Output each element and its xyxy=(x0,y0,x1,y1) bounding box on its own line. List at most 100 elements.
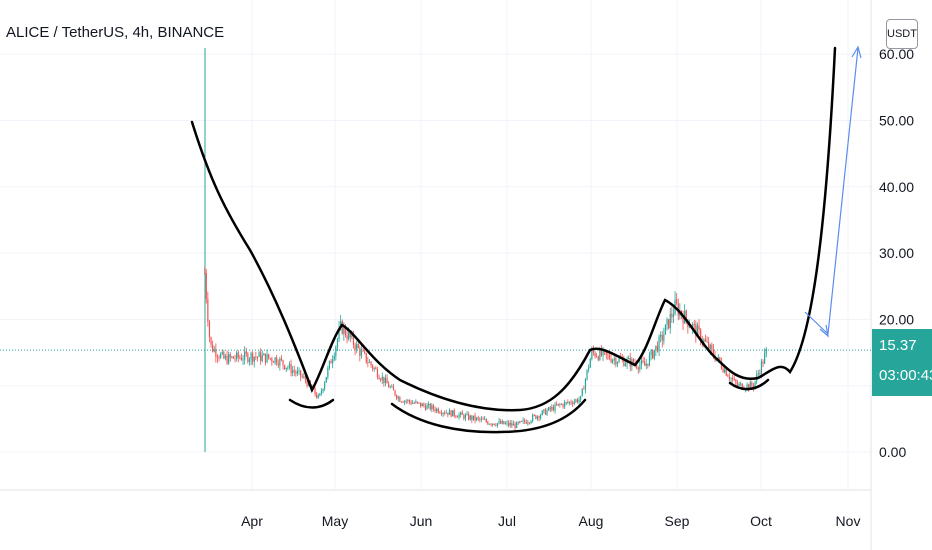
candle-body xyxy=(388,383,390,388)
candle-body xyxy=(554,404,556,411)
candle-body xyxy=(764,353,766,364)
candle-body xyxy=(736,383,739,386)
candle-body xyxy=(506,422,508,424)
candle-body xyxy=(410,401,412,404)
candle-body xyxy=(540,414,542,419)
chart-title: ALICE / TetherUS, 4h, BINANCE xyxy=(6,24,225,41)
candle-body xyxy=(511,423,513,426)
candle-body xyxy=(325,376,327,383)
candle-body xyxy=(216,356,219,358)
candle-body xyxy=(408,400,411,402)
candle-body xyxy=(306,380,308,386)
candle-body xyxy=(304,376,307,381)
candle-body xyxy=(423,403,425,406)
candle-body xyxy=(396,395,398,399)
candle-body xyxy=(508,422,510,426)
candle-body xyxy=(519,421,521,423)
candle-body xyxy=(210,337,212,345)
candle-body xyxy=(496,423,499,426)
candle-body xyxy=(589,359,591,368)
candle-body xyxy=(383,376,385,384)
candle-body xyxy=(610,358,612,363)
candle-body xyxy=(592,349,595,353)
candle-body xyxy=(576,399,579,403)
candle-body xyxy=(280,358,283,360)
candle-body xyxy=(668,319,670,329)
candle-body xyxy=(437,408,439,413)
candle-body xyxy=(428,404,430,406)
candle-body xyxy=(303,376,305,377)
candle-body xyxy=(602,349,604,356)
candle-body xyxy=(389,386,391,388)
candle-body xyxy=(474,415,476,421)
forecast-curve xyxy=(190,46,837,412)
candle-body xyxy=(664,324,667,335)
candle-body xyxy=(397,397,399,399)
candle-body xyxy=(597,356,599,360)
x-tick-label: Aug xyxy=(579,513,604,529)
candle-body xyxy=(493,423,495,425)
candle-body xyxy=(301,376,303,378)
candle-body xyxy=(208,321,211,338)
candle-body xyxy=(584,379,587,390)
currency-button[interactable]: USDT xyxy=(886,19,918,49)
candle-body xyxy=(455,415,457,417)
candle-body xyxy=(480,418,483,420)
candle-body xyxy=(296,371,299,374)
candle-body xyxy=(330,361,332,364)
candle-body xyxy=(269,358,271,359)
candle-body xyxy=(213,349,215,352)
candle-body xyxy=(328,361,331,368)
candle-body xyxy=(471,415,473,420)
candle-body xyxy=(562,404,564,407)
candle-body xyxy=(447,412,449,415)
candle-body xyxy=(373,368,375,369)
candle-body xyxy=(733,379,735,381)
candle-body xyxy=(660,335,662,337)
y-tick-label: 20.00 xyxy=(879,311,914,327)
candle-body xyxy=(319,393,321,396)
candle-body xyxy=(354,344,356,350)
candle-body xyxy=(765,348,767,354)
y-tick-label: 0.00 xyxy=(879,444,906,460)
candle-body xyxy=(477,417,479,419)
candle-body xyxy=(236,352,238,359)
candle-body xyxy=(384,377,387,384)
candle-body xyxy=(431,405,433,410)
candle-body xyxy=(359,347,361,356)
candle-body xyxy=(463,414,465,419)
candle-body xyxy=(445,412,447,414)
candle-body xyxy=(650,350,652,356)
candle-body xyxy=(274,357,276,363)
candle-body xyxy=(240,357,243,361)
candle-body xyxy=(375,368,377,370)
x-tick-label: Jun xyxy=(410,513,433,529)
x-tick-label: May xyxy=(322,513,348,529)
candle-body xyxy=(344,326,347,336)
candle-body xyxy=(544,409,547,415)
candle-body xyxy=(760,361,763,374)
candle-body xyxy=(498,421,500,424)
x-tick-label: Oct xyxy=(750,513,772,529)
time-axis[interactable]: Apr May Jun Jul Aug Sep Oct Nov xyxy=(241,513,860,529)
candle-body xyxy=(205,273,207,299)
candle-body xyxy=(364,351,366,353)
candle-body xyxy=(252,353,254,362)
candle-body xyxy=(402,401,404,403)
y-tick-label: 40.00 xyxy=(879,179,914,195)
candle-body xyxy=(669,313,671,329)
candle-body xyxy=(543,409,545,411)
candle-body xyxy=(538,416,540,419)
candle-body xyxy=(698,325,700,330)
candle-body xyxy=(298,370,300,372)
candle-body xyxy=(226,355,228,364)
right-cup-arc xyxy=(728,378,770,391)
candle-body xyxy=(653,350,655,359)
candle-body xyxy=(501,421,503,424)
candle-body xyxy=(514,423,516,428)
candle-body xyxy=(464,414,467,419)
candle-body xyxy=(293,370,295,372)
candle-body xyxy=(405,400,407,402)
